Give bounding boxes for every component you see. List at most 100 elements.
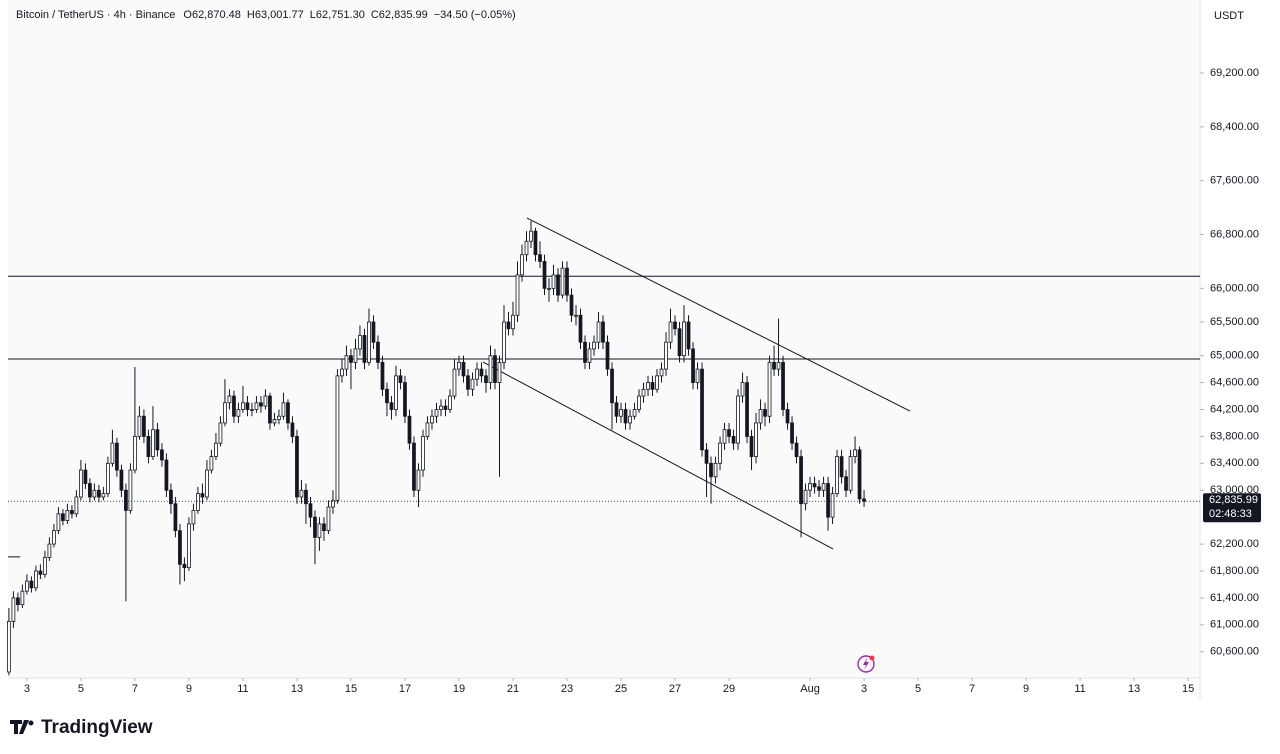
candle-body <box>151 429 155 457</box>
candle-body <box>70 510 74 515</box>
candle-body <box>137 415 142 437</box>
candle-body <box>434 409 439 417</box>
candle-body <box>443 405 448 410</box>
y-tick-label: 69,200.00 <box>1210 67 1259 79</box>
candle-body <box>403 382 407 417</box>
candle-body <box>389 402 394 410</box>
candle-body <box>286 402 290 424</box>
candle-body <box>169 489 173 505</box>
candle-body <box>736 395 740 444</box>
candle-body <box>605 341 610 370</box>
candle-body <box>839 456 844 478</box>
candle-body <box>124 489 128 511</box>
candle-body <box>790 422 794 444</box>
candle-body <box>254 402 259 410</box>
x-tick-label: 9 <box>1023 683 1029 695</box>
candle-body <box>700 368 704 451</box>
candle-body <box>187 523 191 569</box>
candle-body <box>749 436 754 457</box>
candle-body <box>110 442 115 464</box>
brand-name: TradingView <box>41 717 153 738</box>
y-tick-label: 64,200.00 <box>1210 403 1259 415</box>
candle-body <box>304 489 308 505</box>
candle-body <box>52 530 56 545</box>
candle-body <box>704 449 709 464</box>
icon-bolt[interactable] <box>863 658 869 670</box>
candle-body <box>835 456 839 495</box>
candle-body <box>250 409 254 411</box>
symbol-title: Bitcoin / TetherUS · 4h · Binance <box>16 9 175 21</box>
candle-body <box>641 388 646 397</box>
candle-body <box>542 261 547 289</box>
candle-body <box>88 483 92 498</box>
candle-body <box>493 355 497 383</box>
candle-body <box>659 368 664 377</box>
candle-body <box>65 510 70 521</box>
y-tick-label: 67,600.00 <box>1210 175 1259 187</box>
candle-body <box>290 422 295 437</box>
candle-body <box>200 493 205 498</box>
candle-body <box>637 395 641 410</box>
trend-line <box>482 361 834 550</box>
candle-body <box>664 341 668 370</box>
candle-body <box>677 328 682 357</box>
candle-body <box>25 580 29 592</box>
candle-body <box>511 314 515 330</box>
x-tick-label: 7 <box>132 683 138 695</box>
candle-body <box>520 254 524 276</box>
candle-body <box>691 348 695 383</box>
x-tick-label: 13 <box>291 683 303 695</box>
x-tick-label: 29 <box>723 683 735 695</box>
x-tick-label: 21 <box>507 683 519 695</box>
candle-body <box>83 469 88 484</box>
candle-body <box>146 436 151 457</box>
x-tick-label: Aug <box>800 683 820 695</box>
candle-body <box>650 382 655 390</box>
y-tick-label: 61,800.00 <box>1210 565 1259 577</box>
candle-body <box>740 382 745 397</box>
candle-body <box>259 402 263 407</box>
candle-body <box>236 409 241 417</box>
x-tick-label: 7 <box>969 683 975 695</box>
candle-body <box>695 368 700 383</box>
x-tick-label: 9 <box>186 683 192 695</box>
candle-body <box>268 395 272 424</box>
candle-body <box>515 274 520 316</box>
candle-body <box>133 436 137 471</box>
candle-body <box>767 361 772 417</box>
y-tick-label: 61,400.00 <box>1210 592 1259 604</box>
candle-body <box>92 489 97 498</box>
logo-dot <box>28 720 34 726</box>
candle-body <box>538 254 542 262</box>
y-tick-label: 63,000.00 <box>1210 484 1259 496</box>
candle-body <box>601 321 605 343</box>
candle-body <box>61 513 65 521</box>
candle-body <box>385 388 389 404</box>
candle-body <box>502 321 506 363</box>
icon-circle[interactable] <box>857 655 875 673</box>
candle-body <box>421 436 425 471</box>
candle-body <box>407 415 412 444</box>
candle-body <box>785 409 790 424</box>
x-tick-label: 11 <box>1074 683 1085 695</box>
lightning-icon[interactable] <box>857 655 875 673</box>
y-tick-label: 64,600.00 <box>1210 376 1259 388</box>
candle-body <box>731 436 736 444</box>
candle-body <box>358 335 362 350</box>
y-tick-label: 66,000.00 <box>1210 282 1259 294</box>
x-tick-label: 5 <box>915 683 921 695</box>
x-tick-label: 11 <box>237 683 248 695</box>
currency-box[interactable] <box>1206 5 1250 25</box>
candle-body <box>367 321 371 363</box>
candle-body <box>227 395 232 404</box>
icon-dot[interactable] <box>869 655 875 661</box>
candle-body <box>781 361 785 410</box>
candle-body <box>47 543 52 558</box>
candle-body <box>551 274 556 289</box>
candle-body <box>484 375 488 383</box>
candle-body <box>101 493 106 498</box>
currency-label[interactable]: USDT <box>1214 10 1244 22</box>
candle-body <box>164 459 169 491</box>
candle-body <box>524 240 529 256</box>
candle-body <box>38 570 43 575</box>
